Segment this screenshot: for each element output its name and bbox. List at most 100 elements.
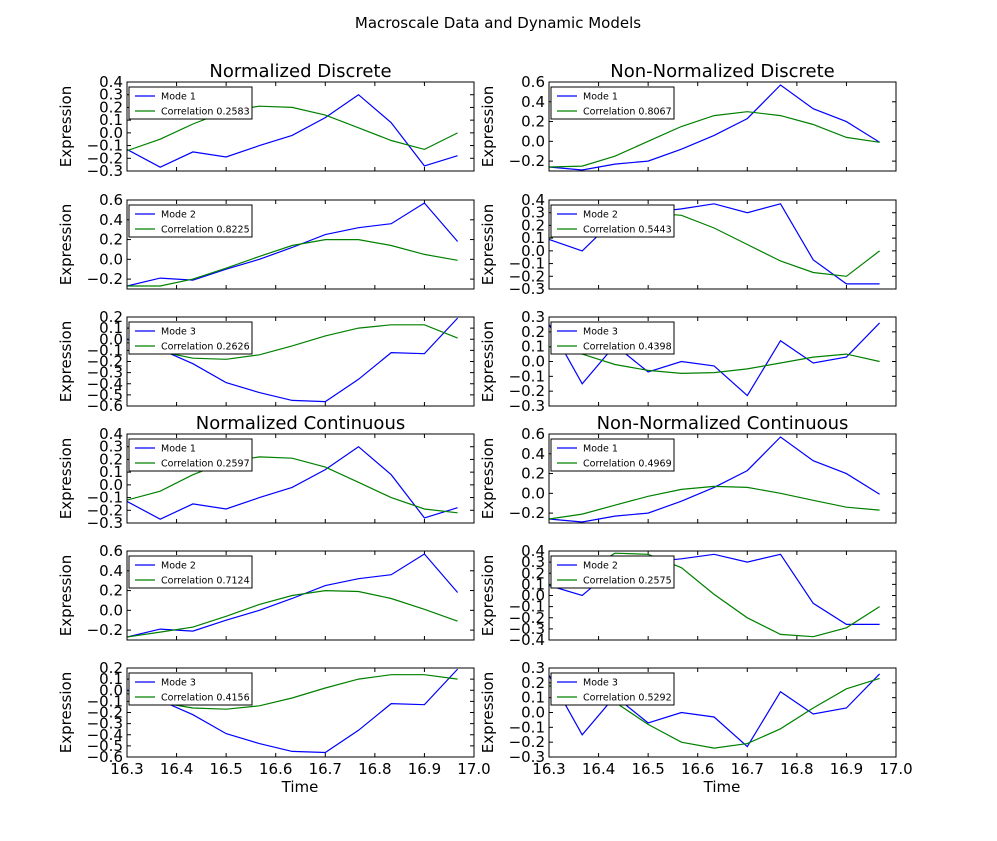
y-tick-label: −0.2 (509, 382, 545, 400)
y-tick-label: −0.2 (87, 704, 123, 722)
y-axis-label: Expression (57, 555, 75, 636)
y-tick-label: −0.1 (509, 367, 545, 385)
y-tick-label: −0.5 (87, 386, 123, 404)
y-tick-label: −0.4 (87, 726, 123, 744)
x-tick-label: 16.4 (160, 760, 193, 778)
axes-frame (548, 550, 897, 641)
legend-box (128, 438, 253, 472)
legend-entry: Correlation 0.2597 (161, 459, 250, 470)
series-line-2 (548, 111, 880, 168)
y-tick-label: 0.2 (99, 582, 123, 600)
legend-box (128, 672, 253, 706)
series-line-1 (126, 668, 459, 754)
subplot-title: Non-Normalized Continuous (597, 413, 849, 434)
y-tick-label: −0.2 (509, 504, 545, 522)
y-tick-label: 0.0 (521, 132, 545, 150)
legend-entry: Mode 1 (161, 444, 196, 455)
series-line-1 (126, 445, 458, 520)
legend-box (128, 321, 253, 355)
y-tick-label: 0.1 (521, 229, 545, 247)
y-tick-label: 0.4 (521, 93, 545, 111)
y-tick-label: 0.1 (521, 689, 545, 707)
legend-entry: Correlation 0.8067 (583, 107, 672, 118)
subplot-8: 0.6 0.4 0.20.0 −0.2 Mode 1 Correlation 0.4969… (479, 413, 897, 524)
y-tick-label: 0.0 (521, 242, 545, 260)
y-tick-label: 0.0 (99, 250, 123, 268)
series-line-1 (126, 93, 458, 168)
y-axis-label: Expression (57, 204, 75, 285)
y-tick-label: −0.3 (509, 280, 545, 298)
x-tick-label: 16.6 (259, 760, 292, 778)
subplot-12: 0.30.20.10.0−0.1−0.2−0.316.3 16.4 16.5 16.6… (479, 659, 913, 778)
legend-entry: Correlation 0.4969 (583, 459, 672, 470)
y-tick-label: −0.3 (87, 162, 123, 180)
y-tick-label: 0.6 (521, 73, 545, 91)
y-tick-label: 0.4 (521, 445, 545, 463)
y-tick-label: 0.3 (99, 86, 123, 104)
axes-frame (126, 199, 475, 290)
y-tick-label: 0.0 (521, 484, 545, 502)
figure-title: Macroscale Data and Dynamic Models (355, 14, 641, 32)
legend-entry: Correlation 0.8225 (161, 225, 250, 236)
legend-box (128, 86, 253, 120)
subplot-4: 0.40.30.20.10.0−0.1−0.2−0.3 Mode 2 Correla… (479, 191, 897, 298)
y-tick-label: 0.1 (99, 670, 123, 688)
y-tick-label: 0.0 (99, 124, 123, 142)
y-tick-label: 0.0 (99, 476, 123, 494)
legend-entry: Mode 2 (583, 561, 618, 572)
y-axis-label: Expression (57, 438, 75, 519)
series-line-2 (127, 239, 458, 287)
y-tick-label: −0.2 (87, 621, 123, 639)
axes-frame (548, 199, 897, 290)
subplot-title: Non-Normalized Discrete (610, 61, 835, 82)
y-tick-label: 0.4 (521, 191, 545, 209)
legend-box (550, 555, 675, 589)
y-tick-label: −0.1 (87, 692, 123, 710)
legend-box (128, 555, 253, 589)
legend-box (550, 438, 675, 472)
legend-entry: Correlation 0.2626 (161, 342, 250, 353)
series-line-1 (548, 436, 880, 523)
subplot-1: 0.40.30.20.10.0−0.1−0.2−0.3 Mode 1 Correla… (57, 61, 475, 180)
y-tick-label: 0.0 (521, 704, 545, 722)
y-tick-label: 0.4 (99, 425, 123, 443)
legend-entry: Correlation 0.5292 (583, 693, 672, 704)
x-axis-label-right: Time (703, 778, 741, 796)
x-tick-label: 16.8 (358, 760, 391, 778)
legend-entry: Mode 1 (583, 444, 618, 455)
x-tick-label: 16.7 (309, 760, 342, 778)
y-tick-label: 0.3 (521, 204, 545, 222)
x-tick-label: 16.3 (532, 760, 565, 778)
subplot-11: 0.20.10.0−0.1−0.2−0.3−0.4−0.5−0.616.3 16.… (57, 659, 491, 778)
series-line-1 (548, 673, 881, 748)
y-tick-label: −0.3 (87, 514, 123, 532)
y-tick-label: 0.2 (521, 113, 545, 131)
series-line-2 (126, 105, 458, 152)
axes-frame (548, 667, 897, 758)
y-tick-label: 0.4 (99, 211, 123, 229)
series-line-1 (126, 553, 459, 638)
x-axis-label-left: Time (281, 778, 319, 796)
legend-entry: Mode 3 (161, 327, 196, 338)
y-tick-label: 0.2 (99, 450, 123, 468)
y-tick-label: −0.2 (87, 353, 123, 371)
y-axis-label: Expression (479, 555, 497, 636)
y-axis-label: Expression (57, 86, 75, 167)
legend-entry: Correlation 0.4156 (161, 693, 250, 704)
y-tick-label: 0.0 (99, 681, 123, 699)
y-tick-label: −0.3 (87, 364, 123, 382)
legend-entry: Correlation 0.5443 (583, 225, 672, 236)
y-tick-label: 0.4 (99, 73, 123, 91)
subplot-7: 0.40.30.20.10.0−0.1−0.2−0.3 Mode 1 Correla… (57, 413, 475, 532)
x-tick-label: 16.6 (681, 760, 714, 778)
y-tick-label: −0.2 (87, 149, 123, 167)
y-tick-label: −0.3 (87, 715, 123, 733)
x-tick-label: 17.0 (457, 760, 490, 778)
y-tick-label: −0.1 (87, 137, 123, 155)
x-tick-label: 17.0 (879, 760, 912, 778)
y-tick-label: −0.1 (87, 341, 123, 359)
series-line-1 (548, 322, 881, 397)
y-tick-label: −0.3 (509, 620, 545, 638)
